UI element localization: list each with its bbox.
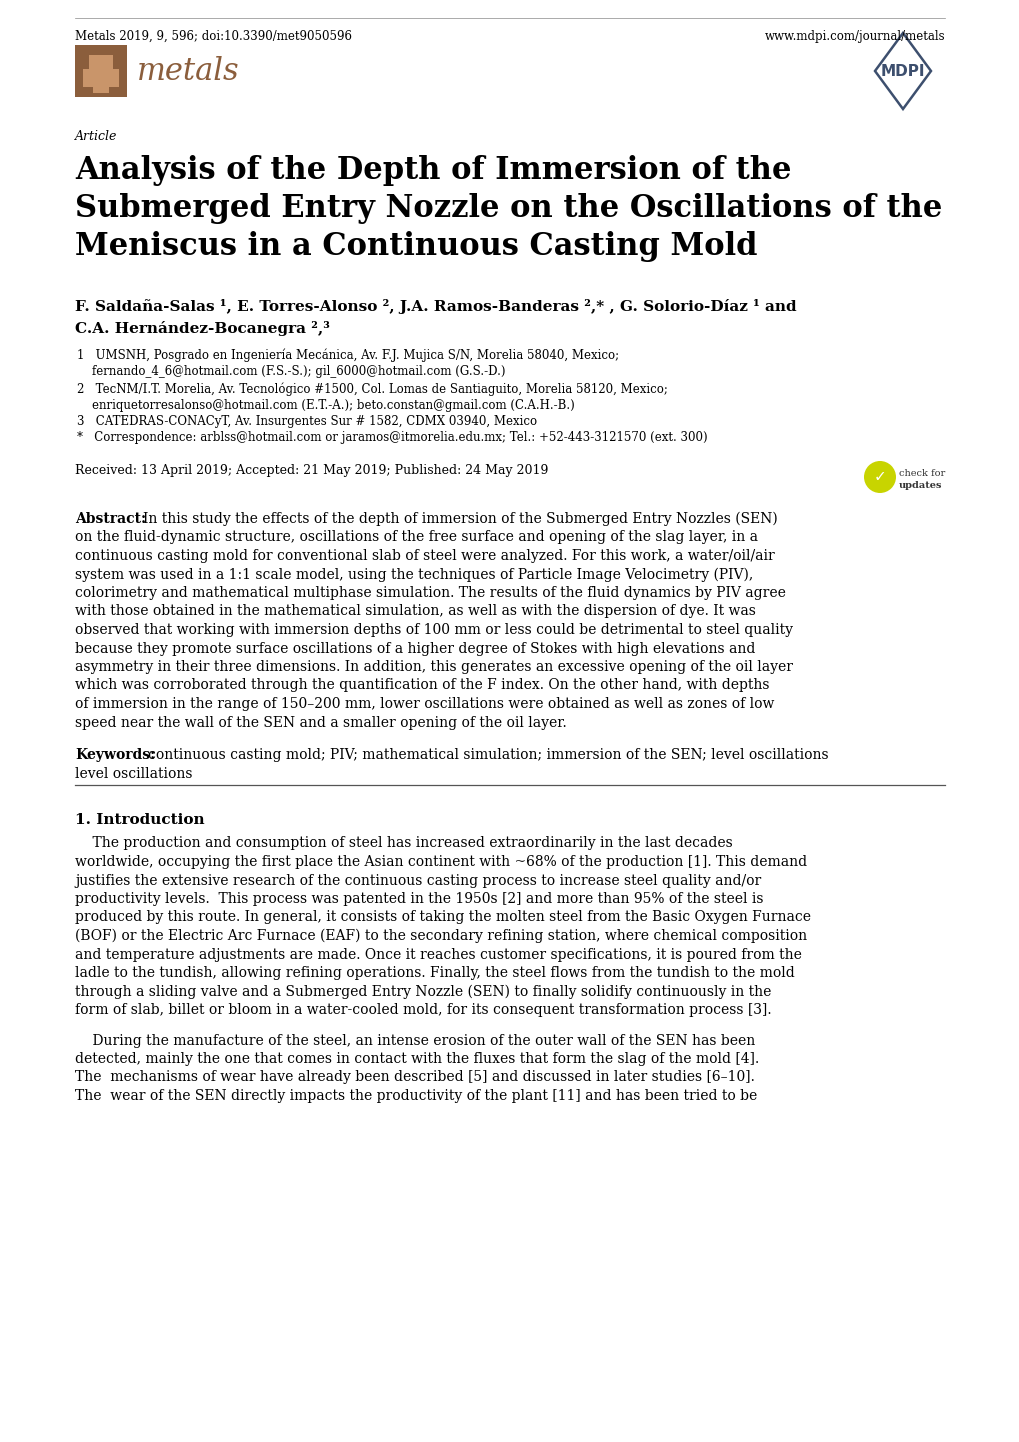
Text: www.mdpi.com/journal/metals: www.mdpi.com/journal/metals (763, 30, 944, 43)
FancyBboxPatch shape (89, 55, 113, 71)
Text: Submerged Entry Nozzle on the Oscillations of the: Submerged Entry Nozzle on the Oscillatio… (75, 193, 942, 224)
Text: colorimetry and mathematical multiphase simulation. The results of the fluid dyn: colorimetry and mathematical multiphase … (75, 585, 785, 600)
Text: The production and consumption of steel has increased extraordinarily in the las: The production and consumption of steel … (75, 836, 732, 851)
Text: productivity levels.  This process was patented in the 1950s [2] and more than 9: productivity levels. This process was pa… (75, 893, 763, 906)
Text: During the manufacture of the steel, an intense erosion of the outer wall of the: During the manufacture of the steel, an … (75, 1034, 754, 1047)
Text: on the fluid-dynamic structure, oscillations of the free surface and opening of : on the fluid-dynamic structure, oscillat… (75, 531, 757, 545)
Text: 2   TecNM/I.T. Morelia, Av. Tecnológico #1500, Col. Lomas de Santiaguito, Moreli: 2 TecNM/I.T. Morelia, Av. Tecnológico #1… (76, 382, 667, 395)
Text: (BOF) or the Electric Arc Furnace (EAF) to the secondary refining station, where: (BOF) or the Electric Arc Furnace (EAF) … (75, 929, 806, 943)
Text: The  mechanisms of wear have already been described [5] and discussed in later s: The mechanisms of wear have already been… (75, 1070, 754, 1084)
Text: C.A. Hernández-Bocanegra ²,³: C.A. Hernández-Bocanegra ²,³ (75, 322, 329, 336)
Text: updates: updates (898, 482, 942, 490)
Text: 1   UMSNH, Posgrado en Ingeniería Mecánica, Av. F.J. Mujica S/N, Morelia 58040, : 1 UMSNH, Posgrado en Ingeniería Mecánica… (76, 349, 619, 362)
Text: ✓: ✓ (872, 470, 886, 485)
Text: enriquetorresalonso@hotmail.com (E.T.-A.); beto.constan@gmail.com (C.A.H.-B.): enriquetorresalonso@hotmail.com (E.T.-A.… (76, 398, 574, 411)
Text: worldwide, occupying the first place the Asian continent with ~68% of the produc: worldwide, occupying the first place the… (75, 855, 806, 870)
Text: 3   CATEDRAS-CONACyT, Av. Insurgentes Sur # 1582, CDMX 03940, Mexico: 3 CATEDRAS-CONACyT, Av. Insurgentes Sur … (76, 415, 537, 428)
Text: The  wear of the SEN directly impacts the productivity of the plant [11] and has: The wear of the SEN directly impacts the… (75, 1089, 756, 1103)
Text: F. Saldaña-Salas ¹, E. Torres-Alonso ², J.A. Ramos-Banderas ²,* , G. Solorio-Día: F. Saldaña-Salas ¹, E. Torres-Alonso ², … (75, 298, 796, 314)
FancyBboxPatch shape (75, 45, 127, 97)
Text: Keywords:: Keywords: (75, 748, 155, 761)
Text: system was used in a 1:1 scale model, using the techniques of Particle Image Vel: system was used in a 1:1 scale model, us… (75, 568, 752, 583)
Text: and temperature adjustments are made. Once it reaches customer specifications, i: and temperature adjustments are made. On… (75, 947, 801, 962)
Text: speed near the wall of the SEN and a smaller opening of the oil layer.: speed near the wall of the SEN and a sma… (75, 715, 567, 730)
Text: detected, mainly the one that comes in contact with the fluxes that form the sla: detected, mainly the one that comes in c… (75, 1053, 758, 1066)
Text: Meniscus in a Continuous Casting Mold: Meniscus in a Continuous Casting Mold (75, 231, 757, 262)
Text: asymmetry in their three dimensions. In addition, this generates an excessive op: asymmetry in their three dimensions. In … (75, 660, 792, 673)
Text: observed that working with immersion depths of 100 mm or less could be detriment: observed that working with immersion dep… (75, 623, 792, 637)
Text: of immersion in the range of 150–200 mm, lower oscillations were obtained as wel: of immersion in the range of 150–200 mm,… (75, 696, 773, 711)
Text: justifies the extensive research of the continuous casting process to increase s: justifies the extensive research of the … (75, 874, 760, 887)
Text: ladle to the tundish, allowing refining operations. Finally, the steel flows fro: ladle to the tundish, allowing refining … (75, 966, 794, 981)
Text: because they promote surface oscillations of a higher degree of Stokes with high: because they promote surface oscillation… (75, 642, 755, 656)
Text: Analysis of the Depth of Immersion of the: Analysis of the Depth of Immersion of th… (75, 154, 791, 186)
Text: Article: Article (75, 130, 117, 143)
Text: produced by this route. In general, it consists of taking the molten steel from : produced by this route. In general, it c… (75, 910, 810, 924)
Text: In this study the effects of the depth of immersion of the Submerged Entry Nozzl: In this study the effects of the depth o… (143, 512, 777, 526)
Text: Abstract:: Abstract: (75, 512, 146, 526)
Text: level oscillations: level oscillations (75, 767, 193, 780)
Text: check for: check for (898, 469, 945, 477)
Text: Received: 13 April 2019; Accepted: 21 May 2019; Published: 24 May 2019: Received: 13 April 2019; Accepted: 21 Ma… (75, 464, 548, 477)
Circle shape (863, 461, 895, 493)
Text: Metals 2019, 9, 596; doi:10.3390/met9050596: Metals 2019, 9, 596; doi:10.3390/met9050… (75, 30, 352, 43)
Text: 1. Introduction: 1. Introduction (75, 812, 205, 826)
Text: which was corroborated through the quantification of the F index. On the other h: which was corroborated through the quant… (75, 679, 768, 692)
Text: MDPI: MDPI (879, 63, 924, 78)
Text: continuous casting mold for conventional slab of steel were analyzed. For this w: continuous casting mold for conventional… (75, 549, 774, 562)
Text: *   Correspondence: arblss@hotmail.com or jaramos@itmorelia.edu.mx; Tel.: +52-44: * Correspondence: arblss@hotmail.com or … (76, 431, 707, 444)
Text: with those obtained in the mathematical simulation, as well as with the dispersi: with those obtained in the mathematical … (75, 604, 755, 619)
FancyBboxPatch shape (93, 84, 109, 92)
Text: metals: metals (137, 55, 239, 87)
Text: through a sliding valve and a Submerged Entry Nozzle (SEN) to finally solidify c: through a sliding valve and a Submerged … (75, 985, 770, 999)
Text: form of slab, billet or bloom in a water-cooled mold, for its consequent transfo: form of slab, billet or bloom in a water… (75, 1004, 770, 1017)
Text: fernando_4_6@hotmail.com (F.S.-S.); gil_6000@hotmail.com (G.S.-D.): fernando_4_6@hotmail.com (F.S.-S.); gil_… (76, 365, 505, 378)
Text: continuous casting mold; PIV; mathematical simulation; immersion of the SEN; lev: continuous casting mold; PIV; mathematic… (148, 748, 827, 761)
FancyBboxPatch shape (83, 69, 119, 87)
